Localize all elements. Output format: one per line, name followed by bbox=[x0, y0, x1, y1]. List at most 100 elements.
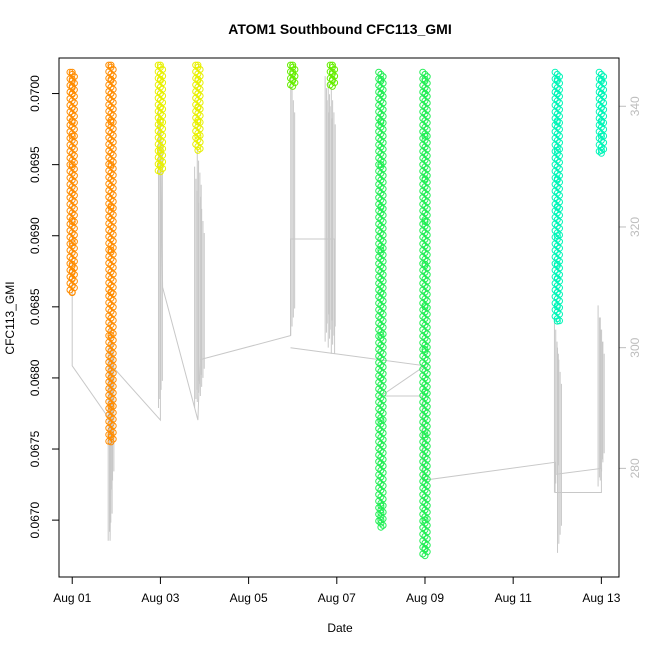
data-point bbox=[375, 213, 383, 221]
data-point bbox=[109, 112, 117, 120]
data-point bbox=[421, 519, 429, 527]
data-point bbox=[421, 341, 429, 349]
data-point bbox=[375, 187, 383, 195]
data-point bbox=[159, 66, 167, 73]
data-point bbox=[70, 139, 78, 147]
data-point bbox=[423, 363, 431, 371]
data-point bbox=[375, 359, 383, 367]
data-point bbox=[107, 354, 115, 362]
y-axis-label: CFC113_GMI bbox=[3, 281, 17, 354]
data-point bbox=[419, 286, 427, 294]
data-point bbox=[107, 195, 115, 203]
data-point bbox=[107, 431, 115, 439]
data-point bbox=[379, 264, 387, 272]
data-point bbox=[421, 268, 429, 276]
data-point bbox=[423, 462, 431, 470]
data-point bbox=[421, 388, 429, 396]
data-point bbox=[379, 224, 387, 232]
data-point bbox=[375, 458, 383, 466]
data-point bbox=[107, 347, 115, 355]
data-point bbox=[551, 293, 559, 301]
data-point bbox=[421, 260, 429, 268]
data-point bbox=[377, 242, 385, 250]
data-point bbox=[421, 374, 429, 382]
data-point bbox=[156, 156, 164, 164]
data-point bbox=[377, 222, 385, 230]
data-point bbox=[107, 215, 115, 223]
data-point bbox=[423, 528, 431, 536]
data-point bbox=[70, 198, 78, 206]
data-point bbox=[379, 139, 387, 147]
data-point bbox=[375, 227, 383, 235]
data-point bbox=[105, 292, 113, 300]
data-point bbox=[379, 475, 387, 483]
data-point bbox=[105, 319, 113, 326]
y-tick-label: 0.0680 bbox=[28, 359, 42, 396]
data-point bbox=[375, 398, 383, 406]
data-point bbox=[192, 140, 200, 148]
data-point bbox=[423, 409, 431, 417]
data-point bbox=[68, 289, 76, 297]
data-point bbox=[375, 471, 383, 479]
data-point bbox=[377, 480, 385, 488]
data-point bbox=[375, 365, 383, 373]
data-point bbox=[156, 123, 164, 131]
data-point bbox=[553, 123, 561, 131]
right-y-tick-label: 280 bbox=[628, 458, 642, 478]
data-point bbox=[68, 75, 76, 83]
data-point bbox=[105, 266, 113, 274]
data-point bbox=[553, 103, 561, 111]
data-point bbox=[551, 207, 559, 215]
data-point bbox=[421, 532, 429, 540]
data-point bbox=[70, 165, 78, 173]
data-point bbox=[379, 158, 387, 166]
data-point bbox=[556, 244, 563, 252]
data-point bbox=[107, 426, 115, 434]
data-point bbox=[556, 238, 563, 246]
data-point bbox=[375, 108, 383, 116]
data-point bbox=[421, 348, 429, 356]
data-point bbox=[377, 414, 385, 422]
data-point bbox=[421, 235, 429, 243]
data-point bbox=[419, 167, 427, 175]
data-point bbox=[375, 134, 383, 142]
data-point bbox=[107, 116, 115, 124]
data-point bbox=[377, 189, 385, 197]
data-point bbox=[423, 482, 431, 490]
data-point bbox=[70, 185, 78, 193]
data-point bbox=[70, 191, 78, 199]
data-point bbox=[156, 63, 164, 71]
data-point bbox=[68, 90, 76, 97]
data-point bbox=[379, 112, 387, 120]
data-point bbox=[107, 143, 115, 150]
data-point bbox=[419, 114, 427, 122]
data-point bbox=[68, 150, 76, 158]
data-point bbox=[68, 136, 76, 144]
data-point bbox=[107, 360, 115, 368]
data-point bbox=[600, 112, 608, 120]
data-point bbox=[192, 88, 200, 95]
series-flight-1 bbox=[66, 61, 117, 446]
data-point bbox=[68, 196, 76, 204]
data-point bbox=[379, 343, 387, 351]
data-point bbox=[107, 308, 115, 315]
data-point bbox=[379, 363, 387, 371]
data-point bbox=[109, 178, 117, 186]
data-point bbox=[423, 403, 431, 411]
data-point bbox=[377, 348, 385, 356]
data-point bbox=[423, 396, 431, 404]
data-point bbox=[423, 442, 431, 450]
data-point bbox=[553, 308, 561, 316]
data-point bbox=[68, 132, 76, 140]
data-point bbox=[289, 63, 297, 71]
data-point bbox=[107, 289, 115, 297]
data-point bbox=[105, 167, 113, 175]
data-point bbox=[421, 440, 429, 448]
data-point bbox=[68, 260, 76, 268]
data-point bbox=[553, 317, 561, 325]
data-point bbox=[109, 270, 117, 278]
data-point bbox=[66, 147, 74, 155]
data-point bbox=[423, 350, 431, 358]
data-point bbox=[66, 141, 74, 149]
